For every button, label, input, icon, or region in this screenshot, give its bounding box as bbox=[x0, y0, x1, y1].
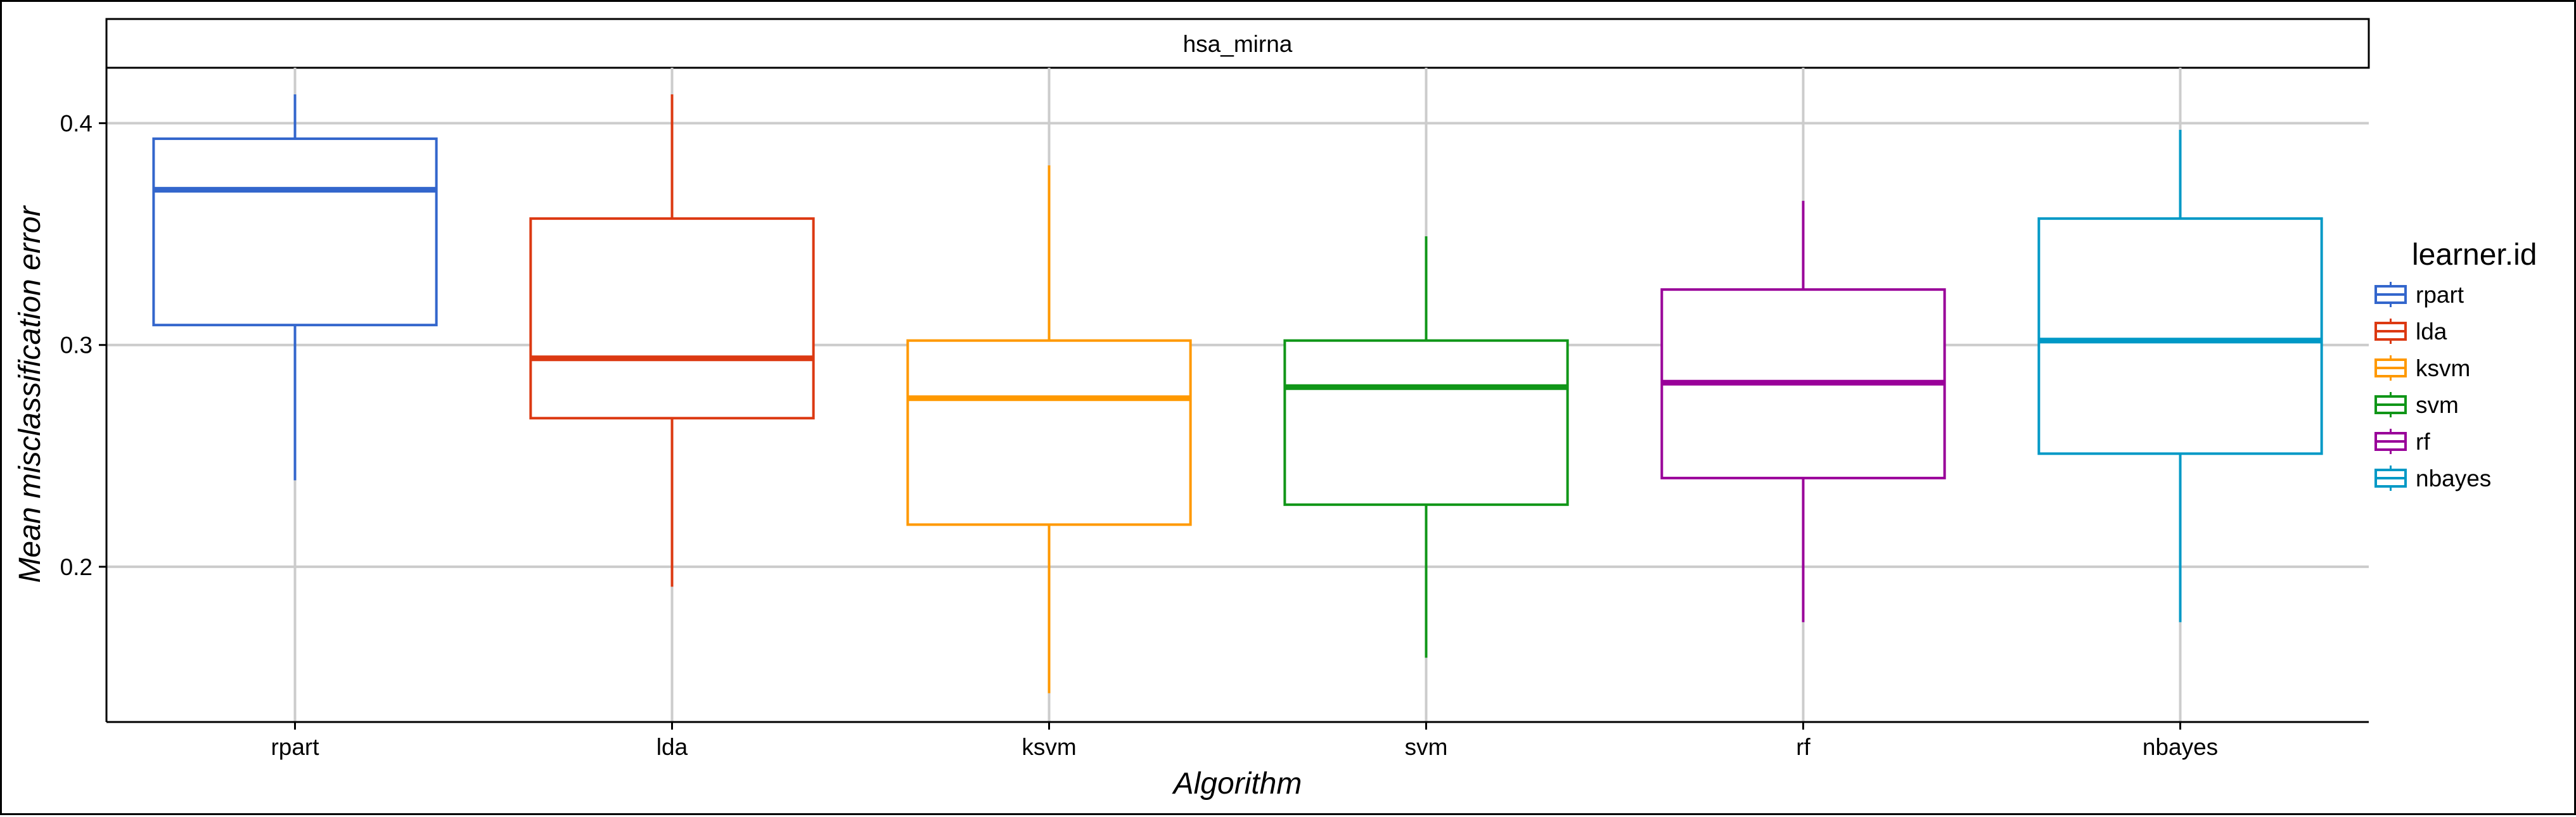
legend-item-rpart: rpart bbox=[2374, 282, 2464, 308]
y-axis-title: Mean misclassification error bbox=[13, 205, 47, 583]
x-tick-label: nbayes bbox=[2143, 734, 2218, 760]
box-rf bbox=[1660, 201, 1946, 623]
box-body bbox=[152, 137, 438, 327]
x-tick-labels: rpart lda ksvm svm rf nbayes bbox=[271, 722, 2218, 760]
box-nbayes bbox=[2037, 130, 2323, 623]
grid-lines bbox=[106, 68, 2369, 722]
box-body bbox=[529, 217, 815, 420]
x-tick-label: rf bbox=[1796, 734, 1810, 760]
legend-item-rf: rf bbox=[2374, 429, 2430, 455]
y-tick-labels: 0.2 0.3 0.4 bbox=[60, 111, 106, 580]
x-tick-label: lda bbox=[657, 734, 688, 760]
legend-item-svm: svm bbox=[2374, 392, 2459, 418]
legend-title: learner.id bbox=[2412, 238, 2537, 272]
legend-item-lda: lda bbox=[2374, 319, 2447, 345]
x-tick-label: ksvm bbox=[1022, 734, 1076, 760]
box-body bbox=[2037, 217, 2323, 455]
legend-label: nbayes bbox=[2416, 466, 2491, 491]
legend-label: rf bbox=[2416, 429, 2430, 455]
box-lda bbox=[529, 94, 815, 587]
y-tick-label: 0.4 bbox=[60, 111, 93, 137]
legend-label: rpart bbox=[2416, 282, 2464, 308]
x-axis-title: Algorithm bbox=[1172, 767, 1302, 801]
legend-label: svm bbox=[2416, 392, 2459, 418]
legend-item-ksvm: ksvm bbox=[2374, 355, 2470, 381]
x-tick-label: svm bbox=[1405, 734, 1448, 760]
facet-strip-label: hsa_mirna bbox=[1183, 31, 1293, 57]
facet-strip bbox=[105, 18, 2370, 69]
legend-item-nbayes: nbayes bbox=[2374, 466, 2491, 491]
box-svm bbox=[1283, 236, 1569, 658]
legend-label: ksvm bbox=[2416, 355, 2470, 381]
box-rpart bbox=[152, 94, 438, 481]
box-body bbox=[1283, 339, 1569, 506]
legend-label: lda bbox=[2416, 319, 2447, 345]
y-tick-label: 0.3 bbox=[60, 332, 93, 358]
box-body bbox=[906, 339, 1192, 526]
box-series bbox=[152, 94, 2323, 694]
legend: learner.id rpart lda ksvm svm rf nbayes bbox=[2374, 238, 2537, 491]
x-tick-label: rpart bbox=[271, 734, 319, 760]
y-tick-label: 0.2 bbox=[60, 554, 93, 580]
box-ksvm bbox=[906, 165, 1192, 694]
